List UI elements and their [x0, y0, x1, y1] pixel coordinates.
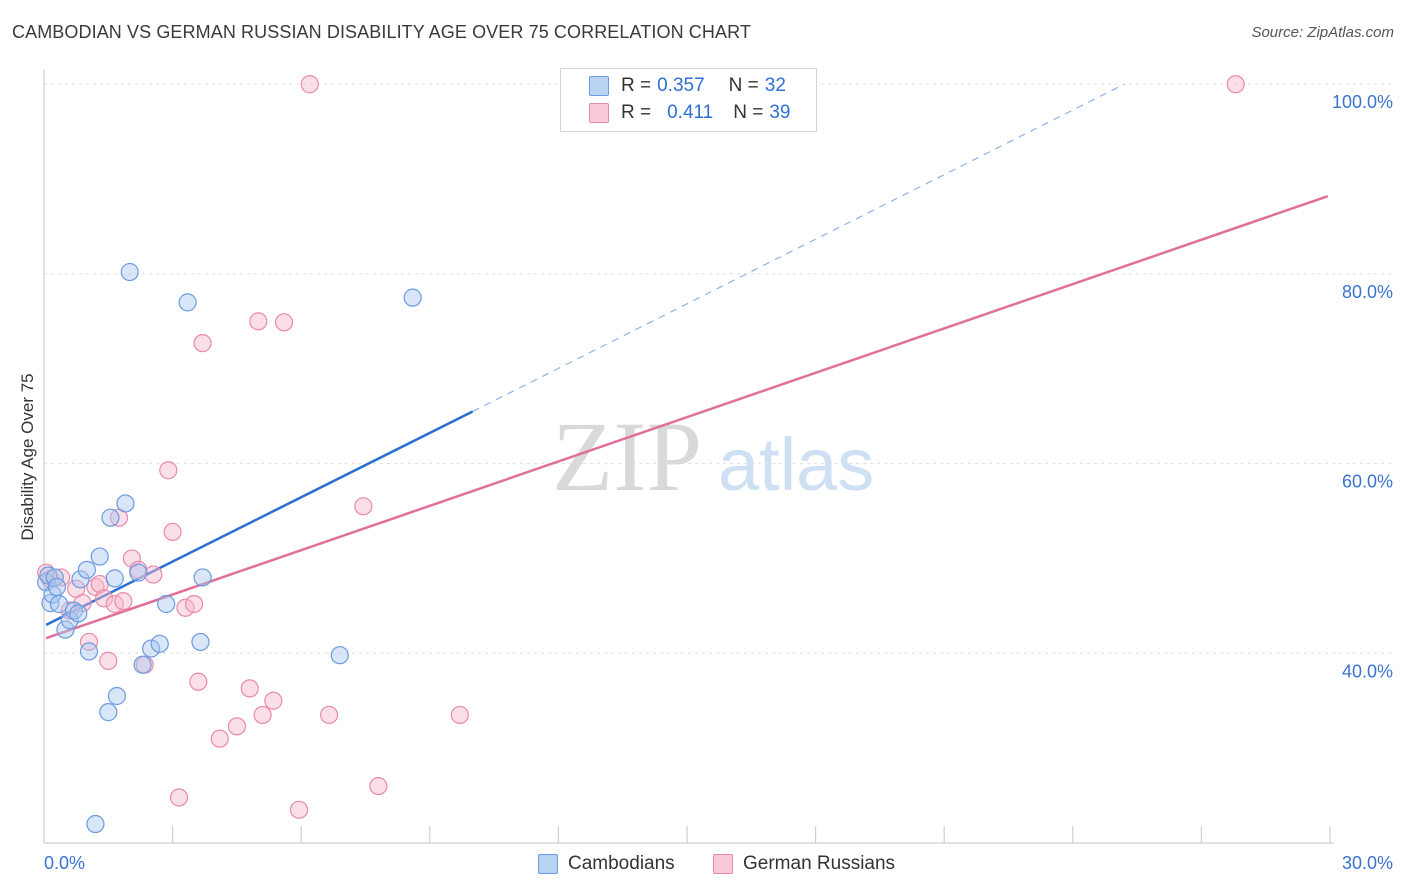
- data-point-german-russians: [176, 598, 195, 617]
- stats-legend: R = 0.357 N = 32 R = 0.411 N = 39: [560, 68, 817, 132]
- watermark: ZIP atlas: [552, 401, 874, 512]
- data-point-cambodians: [47, 577, 66, 597]
- data-point-cambodians: [150, 634, 169, 653]
- data-point-cambodians: [71, 570, 90, 589]
- bottom-legend-swatch-blue: [538, 854, 558, 874]
- legend-row-cambodians: R = 0.357 N = 32: [589, 74, 786, 98]
- data-point-german-russians: [94, 589, 114, 608]
- legend-n-value: 39: [769, 102, 791, 123]
- data-point-german-russians: [159, 461, 178, 480]
- legend-r-label: R =: [621, 75, 652, 96]
- x-ticks: [172, 826, 1331, 843]
- bottom-legend-label: Cambodians: [568, 853, 675, 874]
- y-tick-labels: 40.0% 60.0% 80.0% 100.0%: [1332, 92, 1393, 681]
- x-tick-labels: 0.0% 30.0%: [44, 853, 1393, 873]
- data-point-german-russians: [264, 691, 283, 710]
- data-point-cambodians: [90, 547, 109, 566]
- data-point-german-russians: [289, 800, 309, 819]
- data-point-german-russians: [144, 565, 163, 584]
- data-point-german-russians: [1226, 75, 1245, 94]
- data-point-german-russians: [184, 594, 204, 614]
- data-point-german-russians: [450, 705, 469, 725]
- data-point-cambodians: [86, 814, 105, 834]
- data-point-german-russians: [193, 334, 212, 353]
- data-point-german-russians: [240, 679, 259, 698]
- data-point-cambodians: [157, 594, 176, 614]
- data-point-cambodians: [191, 632, 210, 652]
- data-point-cambodians: [116, 494, 135, 513]
- data-point-cambodians: [142, 639, 161, 658]
- data-point-cambodians: [178, 293, 197, 312]
- y-tick-label: 100.0%: [1332, 92, 1393, 112]
- series-cambodians: [37, 262, 422, 834]
- data-point-cambodians: [107, 686, 126, 706]
- legend-r-value: 0.411: [667, 102, 714, 123]
- data-point-german-russians: [99, 651, 118, 670]
- bottom-legend-german-russians: German Russians: [713, 851, 895, 877]
- legend-row-german-russians: R = 0.411 N = 39: [589, 101, 791, 125]
- data-point-cambodians: [99, 703, 118, 722]
- trend-line-cambodians-extension: [472, 83, 1125, 412]
- source-label: Source: ZipAtlas.com: [1251, 24, 1394, 41]
- legend-swatch-blue: [589, 76, 609, 96]
- y-axis-label: Disability Age Over 75: [18, 373, 37, 541]
- data-point-cambodians: [330, 646, 349, 665]
- bottom-legend-cambodians: Cambodians: [538, 851, 675, 877]
- data-point-cambodians: [77, 560, 96, 579]
- y-tick-label: 40.0%: [1342, 661, 1393, 681]
- x-tick-label: 30.0%: [1342, 853, 1393, 873]
- data-point-german-russians: [114, 592, 133, 611]
- data-point-german-russians: [253, 705, 272, 725]
- data-point-german-russians: [319, 705, 339, 725]
- data-point-german-russians: [354, 497, 373, 516]
- data-point-cambodians: [193, 568, 212, 587]
- bottom-legend-label: German Russians: [743, 853, 896, 874]
- data-point-cambodians: [49, 594, 69, 614]
- y-tick-label: 60.0%: [1342, 472, 1393, 492]
- data-point-german-russians: [300, 75, 319, 94]
- watermark-atlas: atlas: [718, 423, 874, 506]
- grid-lines: [44, 83, 1395, 654]
- legend-r-value: 0.357: [657, 75, 705, 96]
- data-point-german-russians: [249, 312, 268, 331]
- data-point-cambodians: [101, 508, 120, 527]
- data-point-cambodians: [120, 262, 139, 282]
- data-point-german-russians: [227, 717, 246, 736]
- legend-r-label: R =: [621, 102, 652, 123]
- data-point-cambodians: [133, 655, 152, 674]
- data-point-german-russians: [189, 672, 208, 691]
- axes: [43, 70, 1334, 844]
- data-point-cambodians: [69, 604, 88, 623]
- data-point-cambodians: [403, 288, 422, 307]
- trend-line-cambodians: [45, 410, 474, 626]
- data-point-german-russians: [210, 729, 229, 748]
- data-point-german-russians: [169, 788, 189, 807]
- data-point-german-russians: [163, 522, 182, 542]
- legend-swatch-pink: [589, 103, 609, 123]
- data-point-cambodians: [56, 620, 75, 639]
- data-point-german-russians: [369, 776, 388, 796]
- data-point-cambodians: [129, 563, 148, 582]
- data-point-cambodians: [79, 642, 99, 661]
- legend-n-label: N =: [733, 102, 764, 123]
- trend-lines: [45, 83, 1329, 640]
- legend-n-value: 32: [764, 75, 786, 96]
- x-tick-label: 0.0%: [44, 853, 85, 873]
- data-point-german-russians: [79, 632, 99, 652]
- legend-n-label: N =: [728, 75, 759, 96]
- data-point-german-russians: [274, 313, 294, 332]
- chart-title: CAMBODIAN VS GERMAN RUSSIAN DISABILITY A…: [12, 22, 751, 42]
- bottom-legend-swatch-pink: [713, 854, 733, 874]
- trend-line-german-russians: [45, 194, 1329, 640]
- y-tick-label: 80.0%: [1342, 282, 1393, 302]
- data-point-cambodians: [105, 569, 124, 588]
